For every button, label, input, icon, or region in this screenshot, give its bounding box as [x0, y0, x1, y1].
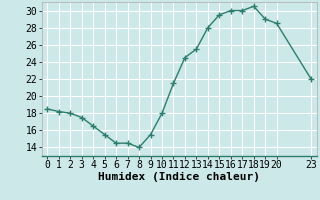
X-axis label: Humidex (Indice chaleur): Humidex (Indice chaleur)	[98, 172, 260, 182]
